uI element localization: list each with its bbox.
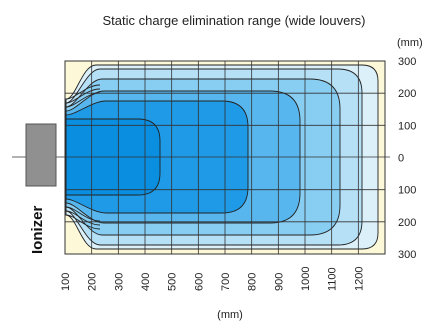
x-unit-label: (mm) (217, 309, 243, 321)
contour-line-1 (65, 64, 379, 250)
contour-ripple-bottom-1 (65, 206, 101, 222)
ionizer: Ionizer (25, 123, 57, 254)
x-tick-label: 1200 (353, 267, 365, 291)
grid-lines (65, 61, 385, 254)
x-tick-label: 200 (87, 273, 99, 291)
y-axis-ticks: 300 200 100 0 100 200 300 (398, 56, 416, 261)
x-axis-ticks: 100 200 300 400 500 600 700 800 900 1000 1100 1200 (60, 267, 365, 291)
y-unit-label: (mm) (397, 37, 423, 49)
x-tick-label: 600 (193, 273, 205, 291)
x-tick-label: 500 (167, 273, 179, 291)
contour-line-3 (65, 78, 341, 236)
x-tick-label: 800 (247, 273, 259, 291)
chart-title: Static charge elimination range (wide lo… (102, 13, 365, 28)
x-tick-label: 400 (140, 273, 152, 291)
x-tick-label: 1100 (327, 267, 339, 291)
plot-area (12, 60, 390, 255)
x-tick-label: 1000 (300, 267, 312, 291)
x-tick-label: 100 (60, 273, 72, 291)
contour-ripple-top-3 (65, 84, 101, 100)
y-tick-label: 300 (398, 56, 416, 68)
contour-ripple-top-2 (65, 88, 101, 104)
y-tick-label: 100 (398, 120, 416, 132)
y-tick-label: 200 (398, 88, 416, 100)
y-tick-label: 0 (398, 153, 404, 165)
y-tick-label: 200 (398, 217, 416, 229)
x-tick-label: 300 (113, 273, 125, 291)
x-tick-label: 700 (220, 273, 232, 291)
contour-ripple-bottom-2 (65, 210, 101, 226)
x-tick-label: 900 (273, 273, 285, 291)
y-tick-label: 300 (398, 249, 416, 261)
ionizer-label: Ionizer (29, 205, 46, 254)
contour-line-6 (65, 118, 161, 196)
y-tick-label: 100 (398, 185, 416, 197)
ionizer-body (25, 123, 57, 187)
